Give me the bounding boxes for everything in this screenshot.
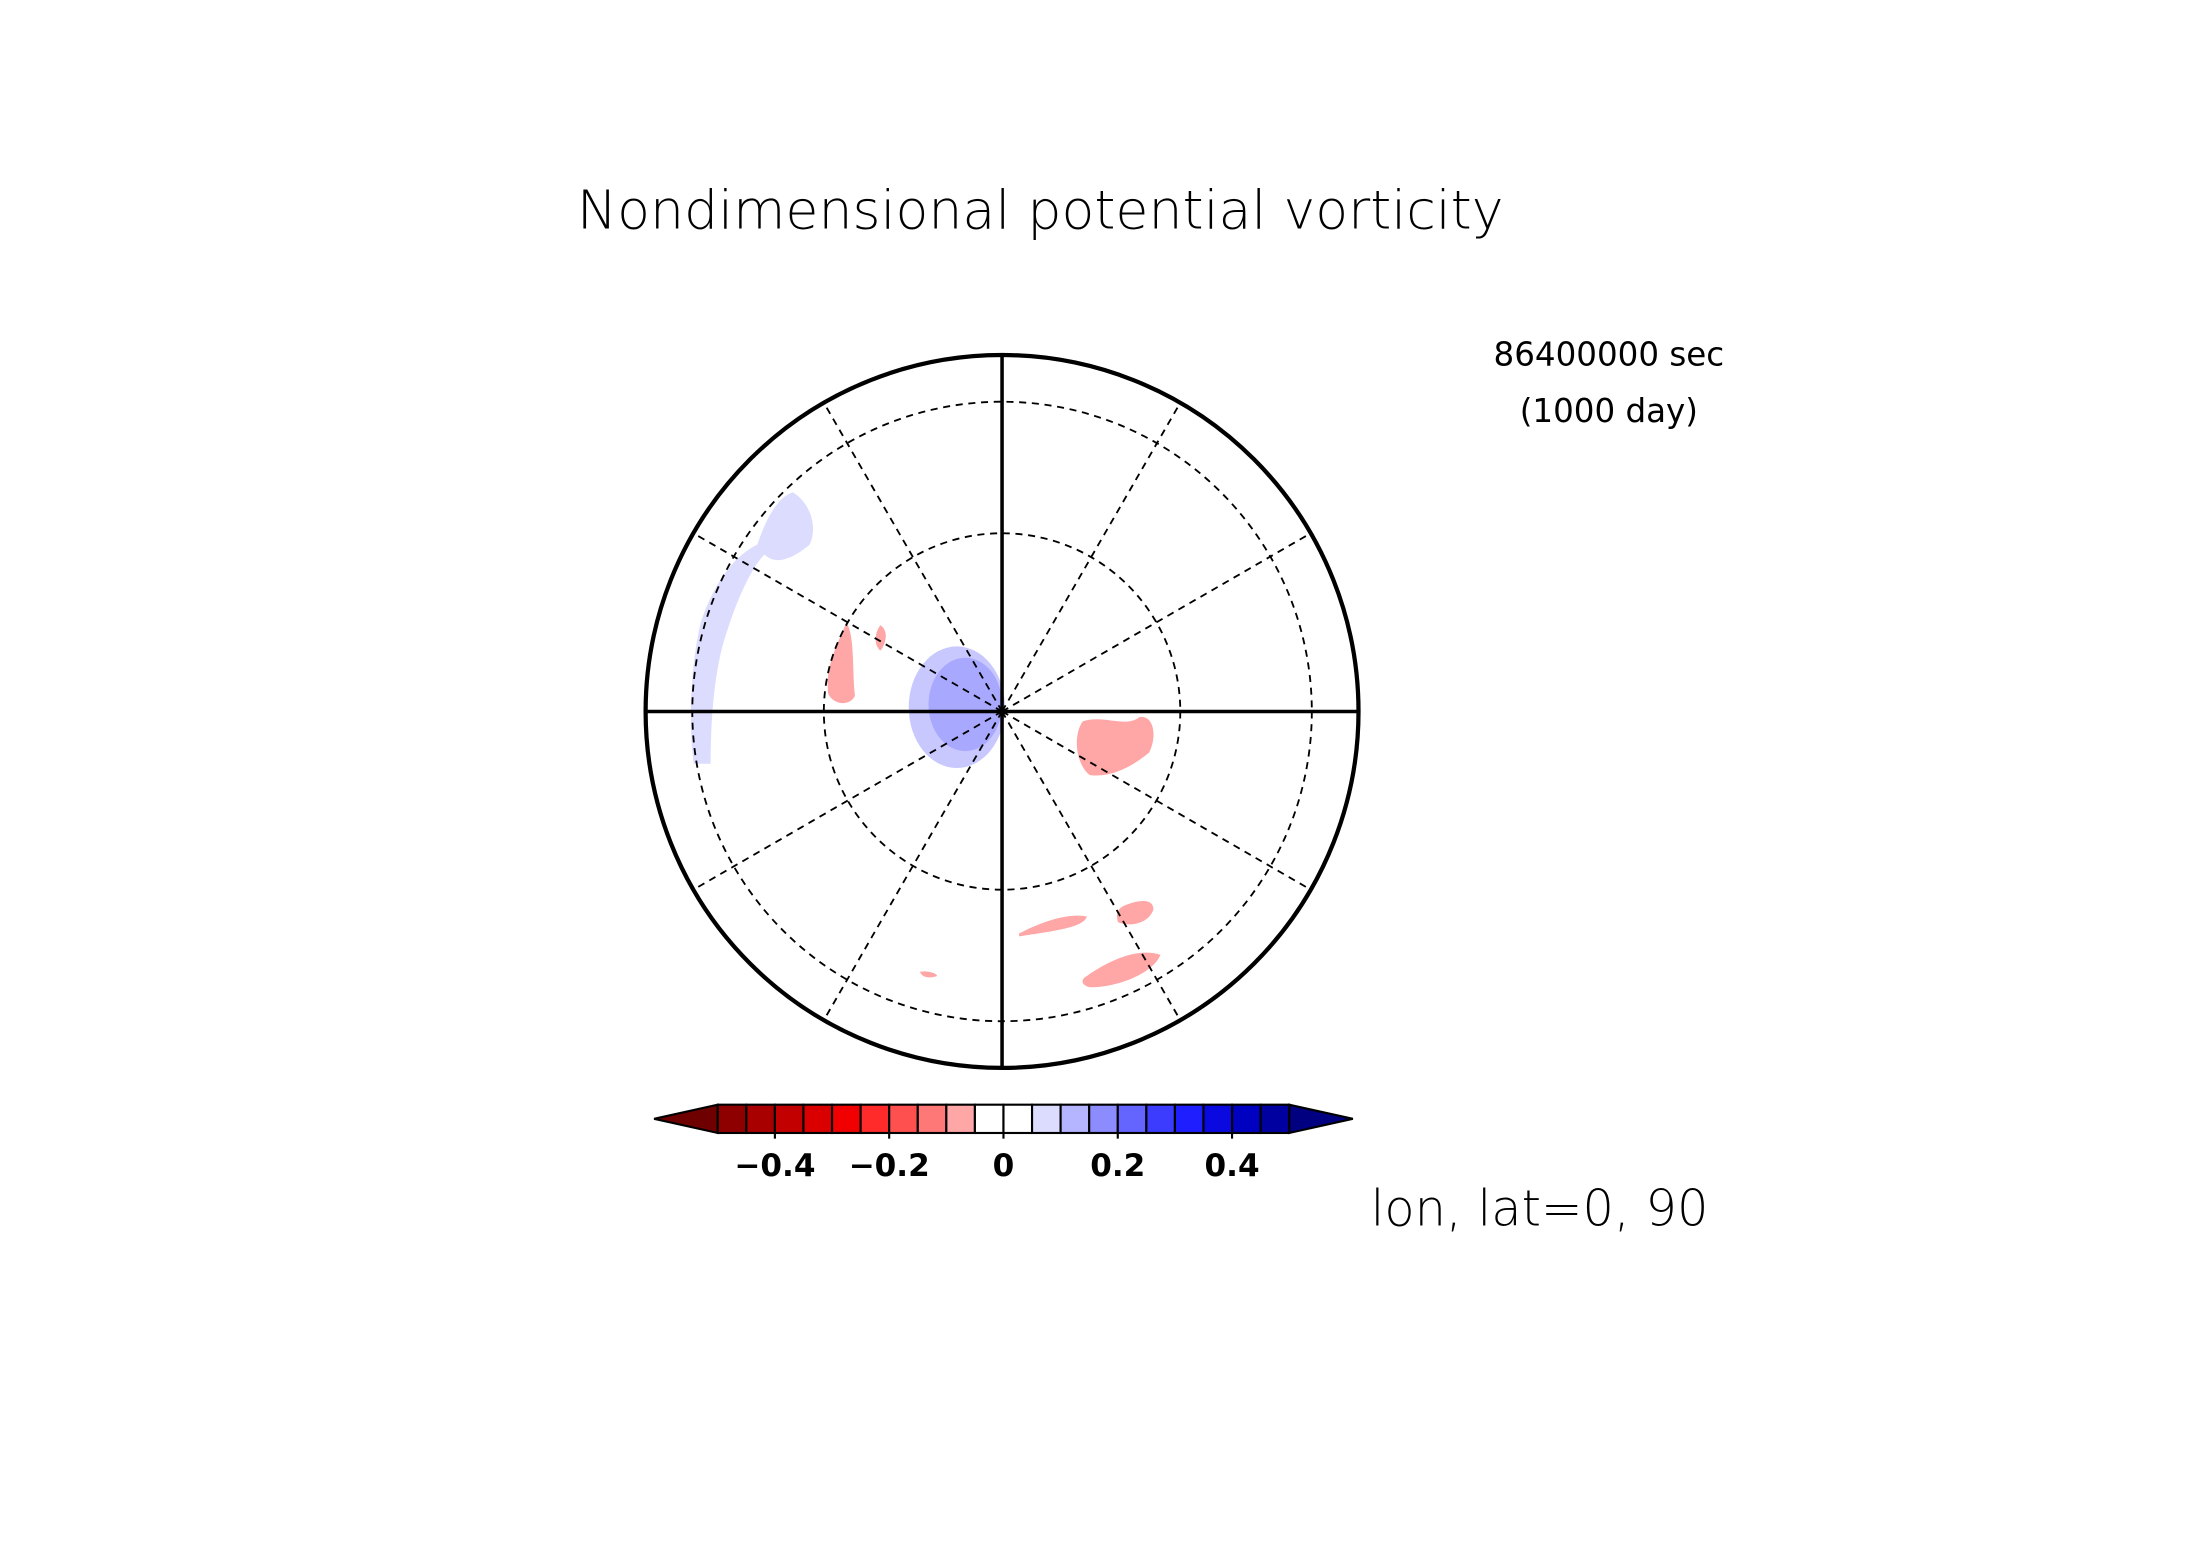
colorbar-box bbox=[973, 1103, 1005, 1135]
colorbar-box bbox=[1173, 1103, 1205, 1135]
colorbar-box bbox=[830, 1103, 862, 1135]
colorbar-box bbox=[1230, 1103, 1262, 1135]
contour-fields bbox=[690, 492, 1161, 988]
meridian-line bbox=[1001, 711, 1182, 1021]
contour-region bbox=[1082, 952, 1161, 988]
colorbar-box bbox=[1030, 1103, 1062, 1135]
colorbar-box bbox=[1088, 1103, 1119, 1135]
colorbar-box bbox=[1145, 1103, 1176, 1135]
projection-label: lon, lat=0, 90 bbox=[1371, 1180, 1709, 1238]
contour-region bbox=[920, 971, 937, 978]
meridian-line bbox=[1001, 532, 1312, 713]
colorbar-box bbox=[1116, 1103, 1148, 1135]
meridian-line bbox=[823, 711, 1003, 1021]
meridian-line bbox=[823, 402, 1003, 712]
chart-title: Nondimensional potential vorticity bbox=[577, 178, 1504, 241]
colorbar-box bbox=[1002, 1103, 1034, 1135]
colorbar-box bbox=[945, 1103, 976, 1135]
colorbar-box bbox=[859, 1103, 891, 1135]
colorbar-box bbox=[1202, 1103, 1234, 1135]
meridian-line bbox=[1001, 402, 1182, 712]
colorbar-box bbox=[802, 1103, 834, 1135]
contour-region bbox=[1116, 900, 1154, 925]
colorbar-tick-label: 0.2 bbox=[1090, 1148, 1145, 1184]
colorbar-tick-label: 0.4 bbox=[1204, 1148, 1259, 1184]
annotation: (1000 day) bbox=[1520, 392, 1698, 430]
meridian-line bbox=[692, 710, 1003, 891]
contour-region bbox=[875, 625, 886, 651]
colorbar: −0.4 −0.2 0 0.2 0.4 bbox=[653, 1103, 1354, 1184]
contour-region bbox=[928, 657, 1003, 752]
contour-region bbox=[690, 492, 814, 764]
meridian-line bbox=[692, 532, 1003, 713]
colorbar-box bbox=[1259, 1103, 1291, 1135]
colorbar-box bbox=[888, 1103, 919, 1135]
colorbar-tick-label: −0.4 bbox=[734, 1148, 815, 1184]
colorbar-extend-low bbox=[653, 1103, 719, 1135]
colorbar-box bbox=[1059, 1103, 1091, 1135]
colorbar-box bbox=[745, 1103, 776, 1135]
colorbar-box bbox=[916, 1103, 948, 1135]
contour-region bbox=[1076, 716, 1154, 776]
colorbar-tick-label: 0 bbox=[993, 1148, 1015, 1184]
colorbar-box bbox=[773, 1103, 805, 1135]
polar-grid bbox=[643, 352, 1361, 1071]
map-boundary bbox=[643, 352, 1361, 1071]
colorbar-box bbox=[716, 1103, 748, 1135]
colorbar-extend-high bbox=[1288, 1103, 1354, 1135]
contour-region bbox=[1019, 915, 1087, 937]
contour-region bbox=[827, 622, 855, 704]
annotation: 86400000 sec bbox=[1494, 335, 1725, 373]
colorbar-tick-label: −0.2 bbox=[849, 1148, 930, 1184]
meridian-line bbox=[1001, 710, 1312, 891]
